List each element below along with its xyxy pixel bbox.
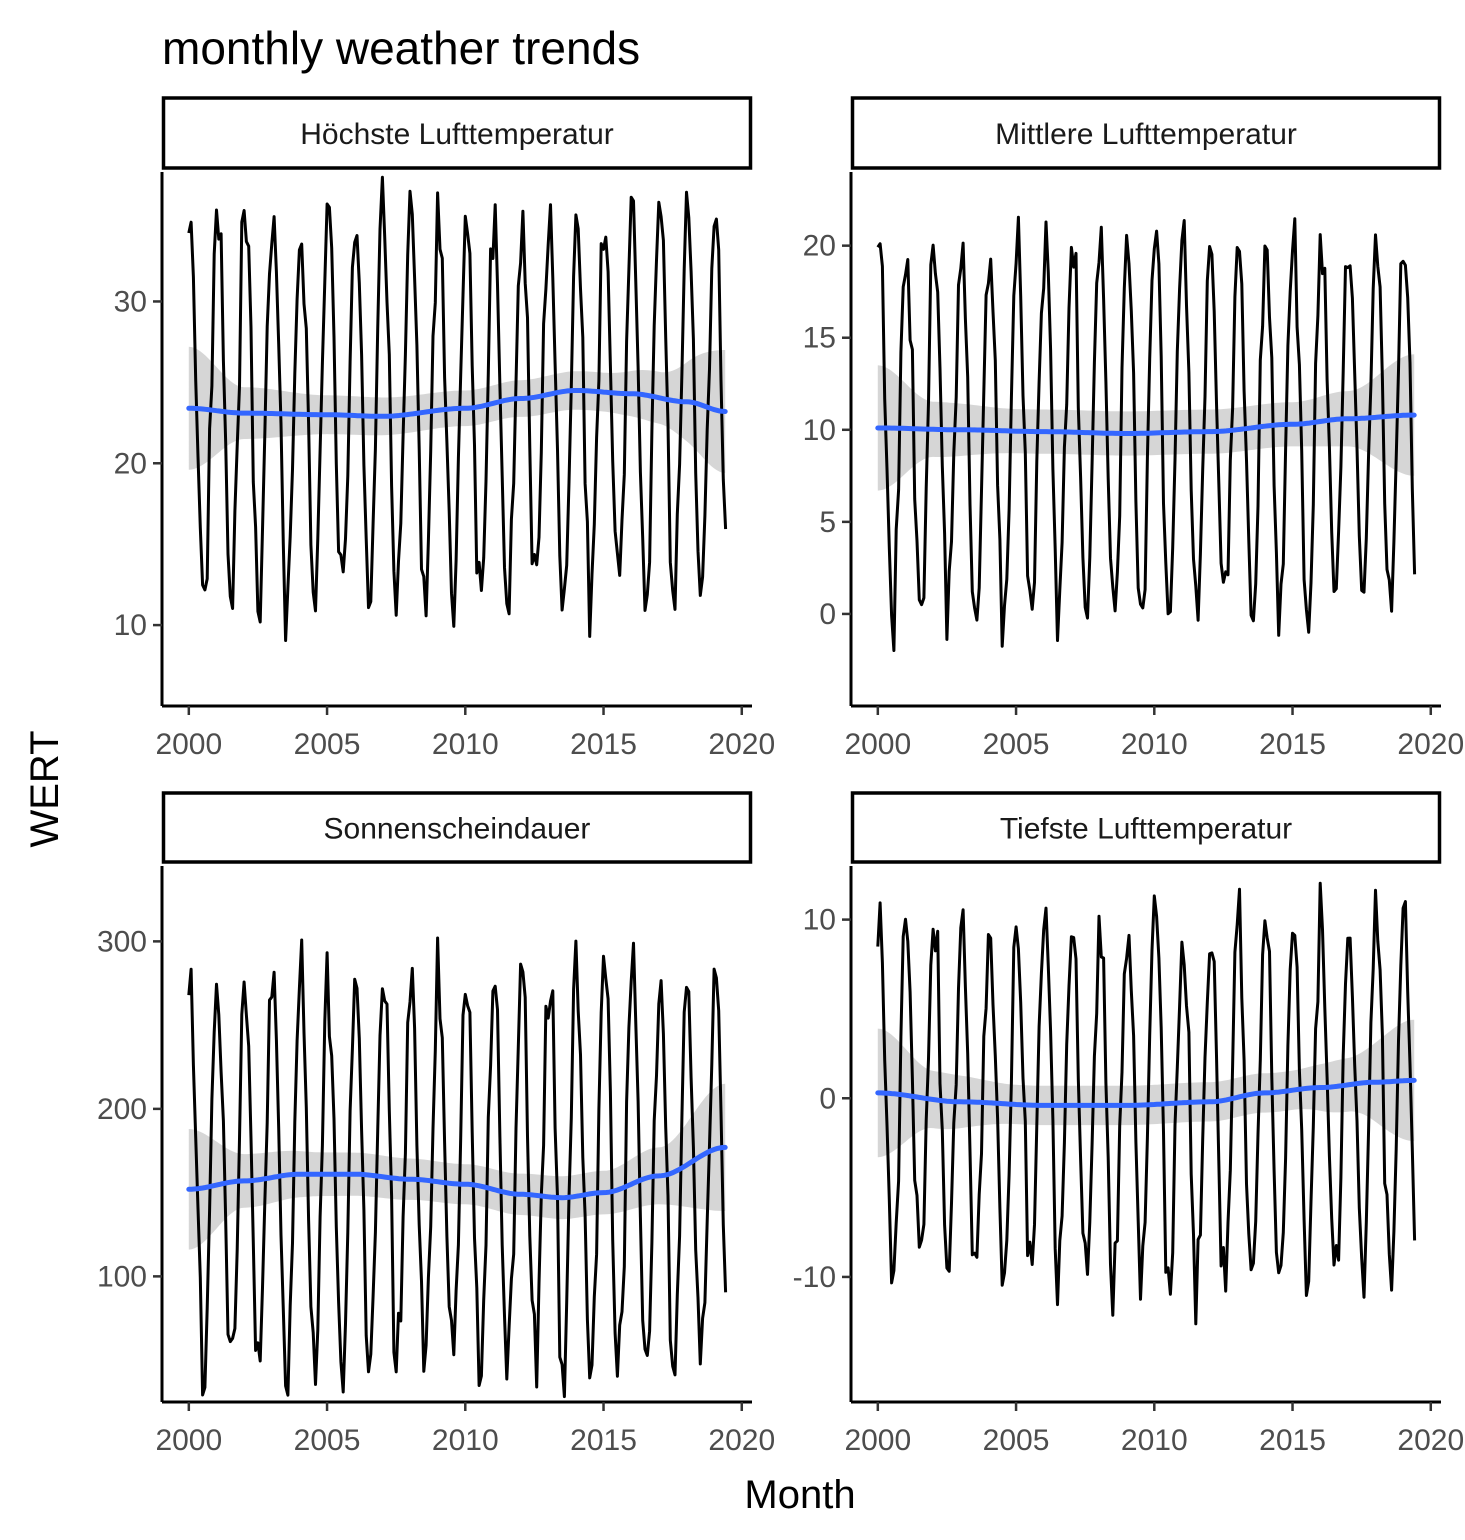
x-tick-label: 2015 <box>570 728 637 761</box>
trend-line <box>186 1144 728 1201</box>
x-tick-label: 2020 <box>1397 1424 1464 1457</box>
monthly-series-line <box>187 175 728 642</box>
x-tick-label: 2000 <box>844 1424 911 1457</box>
x-tick-label: 2010 <box>1121 728 1188 761</box>
x-tick-label: 2005 <box>983 728 1050 761</box>
monthly-series-line <box>876 881 1417 1326</box>
facet-strip-label: Sonnenscheindauer <box>324 813 591 846</box>
facet-strip-label: Mittlere Lufttemperatur <box>995 118 1297 151</box>
confidence-ribbon <box>877 354 1415 491</box>
x-tick-label: 2015 <box>1259 728 1326 761</box>
y-axis-title: WERT <box>23 730 67 847</box>
x-axis-title: Month <box>744 1473 855 1517</box>
y-tick-label: 20 <box>114 447 147 480</box>
x-tick-label: 2020 <box>1397 728 1464 761</box>
y-tick-label: 10 <box>803 414 836 447</box>
y-tick-label: 10 <box>114 609 147 642</box>
facet-strip <box>850 791 1442 864</box>
facet-panel: Mittlere Lufttemperatur 0 5 10 15 20 2000 2005 2… <box>803 96 1464 761</box>
x-tick-label: 2015 <box>1259 1424 1326 1457</box>
facet-strip <box>850 96 1442 170</box>
x-tick-label: 2015 <box>570 1424 637 1457</box>
monthly-series-line <box>876 215 1417 652</box>
x-tick-label: 2010 <box>432 728 499 761</box>
y-tick-label: 20 <box>803 230 836 263</box>
x-tick-label: 2005 <box>983 1424 1050 1457</box>
y-tick-label: 200 <box>97 1093 147 1126</box>
y-tick-label: 0 <box>819 598 836 631</box>
y-tick-label: -10 <box>793 1261 836 1294</box>
confidence-ribbon <box>188 1083 726 1250</box>
chart-title: monthly weather trends <box>162 22 640 74</box>
facet-panel: Tiefste Lufttemperatur -10 0 10 2000 2005 2010… <box>793 791 1464 1457</box>
y-tick-label: 300 <box>97 925 147 958</box>
confidence-ribbon <box>877 1019 1415 1158</box>
y-tick-label: 15 <box>803 322 836 355</box>
facet-panel: Sonnenscheindauer 100 200 300 2000 2005 2010 20… <box>97 791 775 1457</box>
y-tick-label: 0 <box>819 1082 836 1115</box>
facet-panel: Höchste Lufttemperatur 10 20 30 2000 2005 2010… <box>114 96 775 761</box>
y-tick-label: 100 <box>97 1260 147 1293</box>
monthly-series-line <box>187 936 728 1399</box>
x-tick-label: 2010 <box>432 1424 499 1457</box>
x-tick-label: 2010 <box>1121 1424 1188 1457</box>
trend-line <box>186 388 728 419</box>
trend-line <box>875 412 1417 436</box>
y-tick-label: 30 <box>114 285 147 318</box>
facet-strip-label: Höchste Lufttemperatur <box>300 118 614 151</box>
x-tick-label: 2000 <box>155 1424 222 1457</box>
x-tick-label: 2005 <box>294 728 361 761</box>
x-tick-label: 2000 <box>155 728 222 761</box>
x-tick-label: 2020 <box>708 728 775 761</box>
facet-strip-label: Tiefste Lufttemperatur <box>1000 813 1292 846</box>
x-tick-label: 2000 <box>844 728 911 761</box>
x-tick-label: 2005 <box>294 1424 361 1457</box>
y-tick-label: 10 <box>803 904 836 937</box>
x-tick-label: 2020 <box>708 1424 775 1457</box>
facet-strip <box>161 791 753 864</box>
facet-strip <box>161 96 753 170</box>
trend-line <box>875 1077 1417 1108</box>
y-tick-label: 5 <box>819 506 836 539</box>
